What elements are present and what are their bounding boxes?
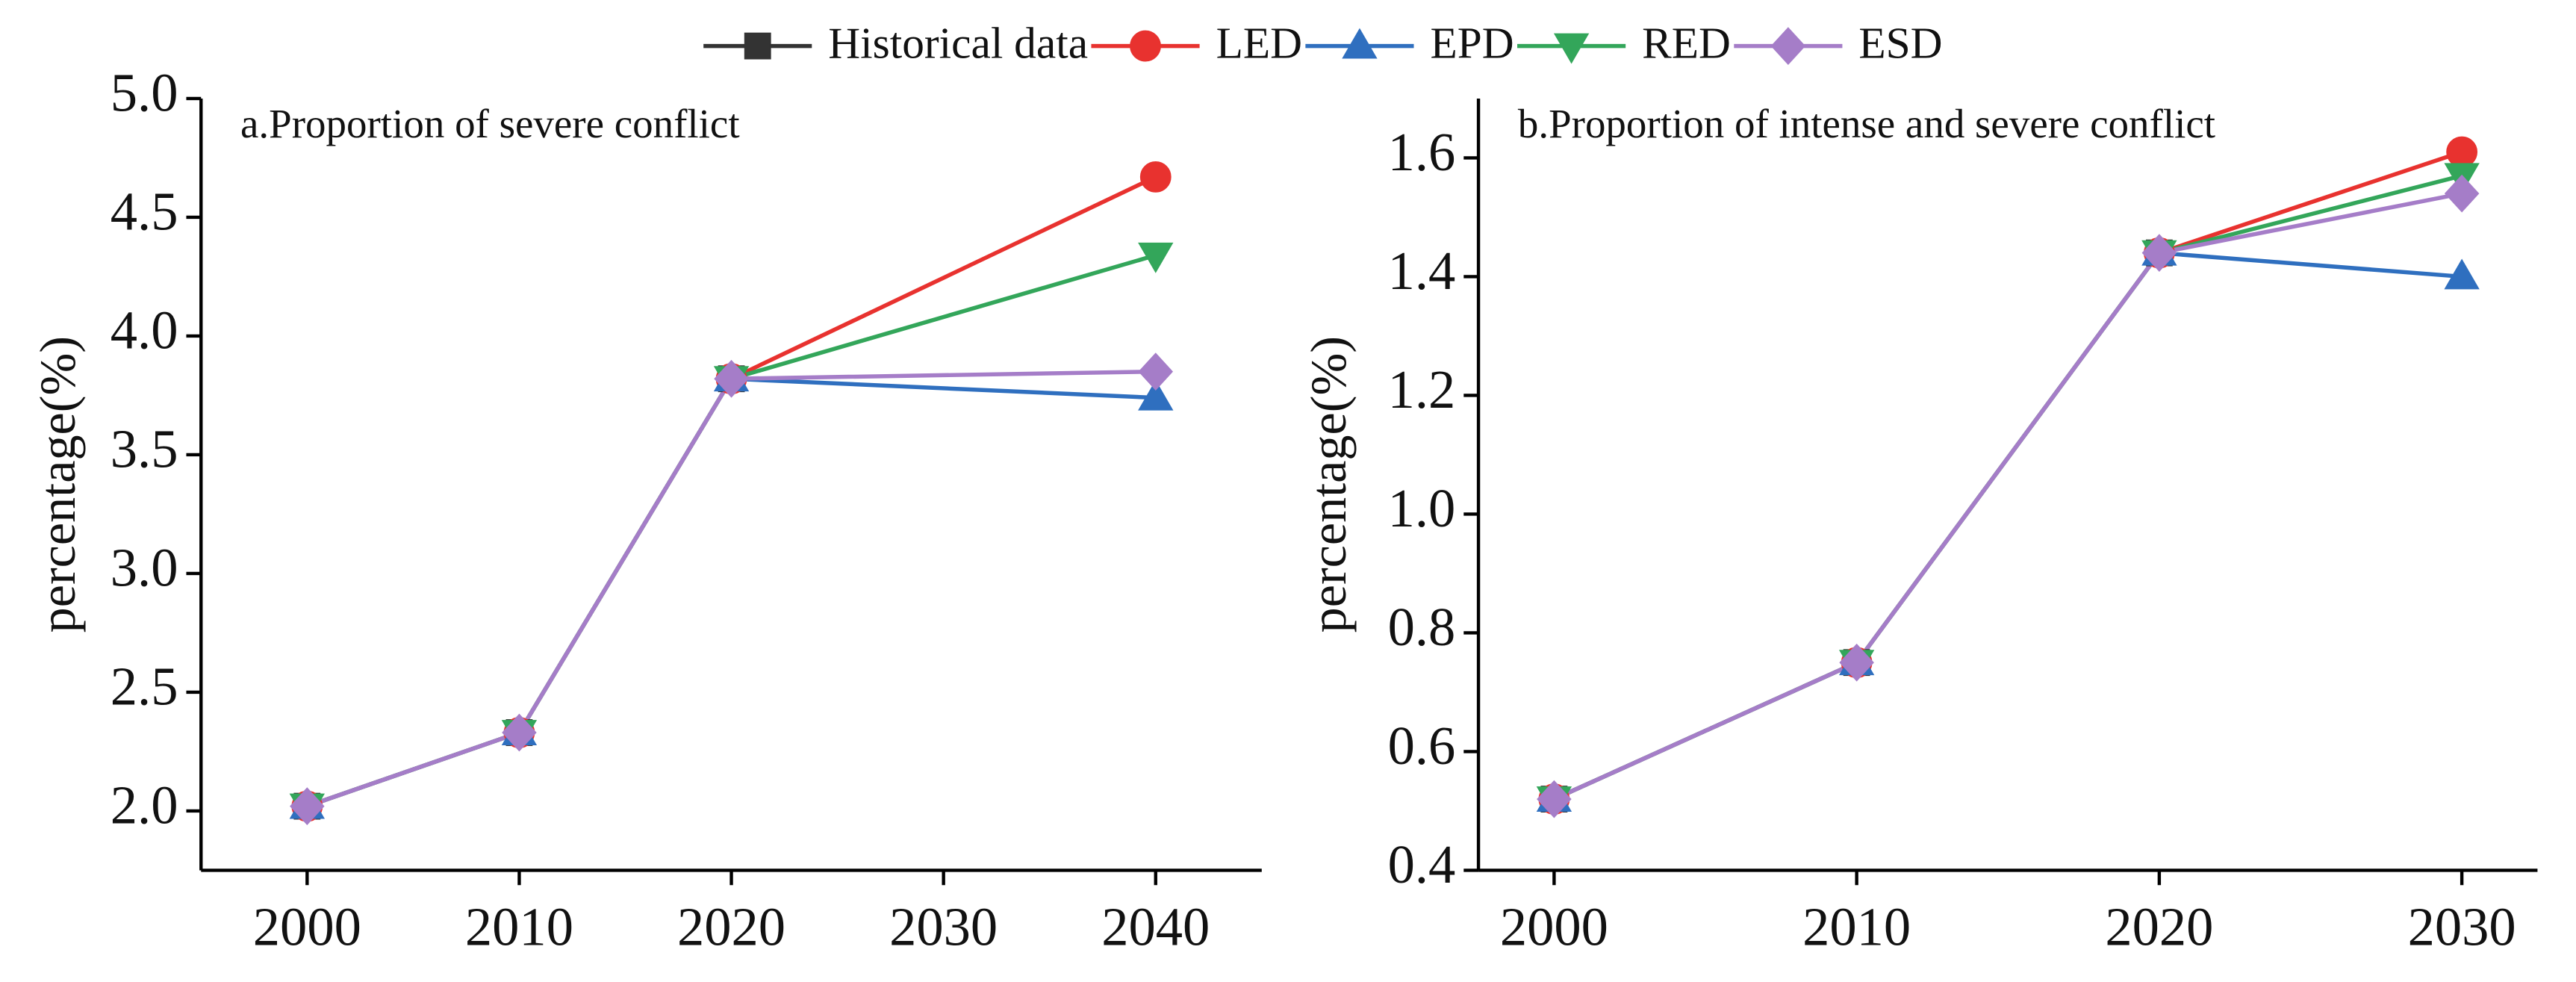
- y-tick-label: 1.0: [1388, 478, 1456, 538]
- legend-marker: [1553, 33, 1590, 64]
- legend-label: RED: [1642, 18, 1731, 67]
- series-line: [1553, 252, 2162, 801]
- legend-marker: [744, 32, 771, 60]
- y-tick-label: 0.8: [1388, 597, 1456, 657]
- legend-marker: [1342, 28, 1378, 59]
- y-tick-label: 5.0: [111, 63, 178, 123]
- y-axis-label: percentage(%): [29, 336, 86, 633]
- chart-title: b.Proportion of intense and severe confl…: [1518, 101, 2215, 146]
- series-line: [1553, 149, 2463, 801]
- x-tick-label: 2010: [465, 897, 573, 957]
- x-tick-label: 2030: [2408, 897, 2516, 957]
- marker: [1138, 352, 1174, 391]
- series-line: [1553, 191, 2463, 801]
- y-tick-label: 2.0: [111, 775, 178, 836]
- chart-title: a.Proportion of severe conflict: [240, 101, 740, 146]
- x-tick-label: 2020: [2105, 897, 2213, 957]
- y-axis-label: percentage(%): [1300, 336, 1357, 633]
- y-tick-label: 1.2: [1388, 359, 1456, 420]
- marker: [2444, 258, 2480, 290]
- marker: [2141, 234, 2177, 273]
- legend-label: ESD: [1858, 18, 1942, 67]
- y-tick-label: 4.5: [111, 181, 178, 242]
- series-line: [306, 369, 1156, 809]
- y-tick-label: 4.0: [111, 300, 178, 361]
- x-tick-label: 2040: [1101, 897, 1210, 957]
- marker: [290, 787, 325, 825]
- marker: [1139, 161, 1172, 193]
- marker: [502, 713, 537, 752]
- y-tick-label: 0.6: [1388, 715, 1456, 776]
- x-tick-label: 2000: [1500, 897, 1608, 957]
- marker: [1839, 643, 1874, 682]
- marker: [1138, 379, 1174, 411]
- series-line: [306, 175, 1157, 809]
- legend-marker: [1130, 30, 1161, 62]
- legend-marker: [1770, 27, 1806, 65]
- series-line: [306, 376, 1156, 809]
- marker: [2444, 174, 2480, 213]
- x-tick-label: 2000: [253, 897, 361, 957]
- y-tick-label: 3.0: [111, 538, 178, 598]
- x-tick-label: 2020: [677, 897, 785, 957]
- marker: [2446, 136, 2478, 168]
- legend-label: EPD: [1430, 18, 1513, 67]
- series-line: [1553, 250, 2463, 801]
- legend-label: Historical data: [828, 18, 1088, 67]
- series-line: [306, 253, 1157, 809]
- y-tick-label: 2.5: [111, 656, 178, 717]
- y-tick-label: 1.4: [1388, 240, 1456, 301]
- y-tick-label: 1.6: [1388, 122, 1456, 182]
- marker: [1537, 780, 1572, 818]
- x-tick-label: 2010: [1802, 897, 1911, 957]
- marker: [714, 359, 749, 398]
- x-tick-label: 2030: [889, 897, 998, 957]
- y-tick-label: 3.5: [111, 419, 178, 479]
- legend-label: LED: [1216, 18, 1302, 67]
- series-line: [1553, 173, 2463, 801]
- y-tick-label: 0.4: [1388, 834, 1456, 895]
- marker: [1138, 242, 1174, 273]
